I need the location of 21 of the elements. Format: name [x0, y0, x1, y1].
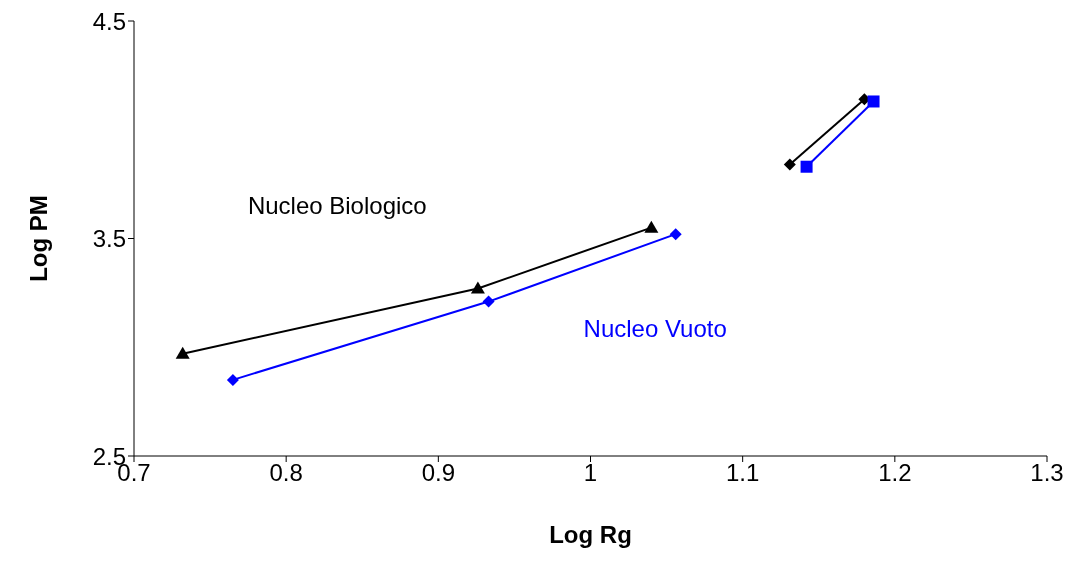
y-tick-label: 4.5 [92, 7, 126, 35]
x-tick-label: 0.8 [269, 459, 303, 487]
x-tick-label: 0.9 [421, 459, 456, 487]
point [644, 220, 659, 233]
point [669, 228, 682, 241]
point [470, 281, 485, 294]
x-tick-label: 1.1 [725, 459, 760, 487]
point [800, 160, 813, 173]
point [226, 373, 239, 386]
x-tick-label: 1 [583, 459, 598, 487]
y-axis-title: Log PM [24, 195, 52, 282]
text: Nucleo Biologico [247, 191, 427, 219]
x-tick-label: 1.3 [1030, 459, 1064, 487]
point [783, 158, 796, 171]
x-axis-title: Log Rg [549, 521, 632, 548]
series-label: Nucleo Vuoto [583, 314, 727, 342]
x-tick-label: 1.2 [878, 459, 912, 487]
point [482, 295, 495, 308]
point [175, 346, 190, 359]
y-tick-label: 3.5 [92, 225, 126, 253]
point [867, 95, 880, 108]
